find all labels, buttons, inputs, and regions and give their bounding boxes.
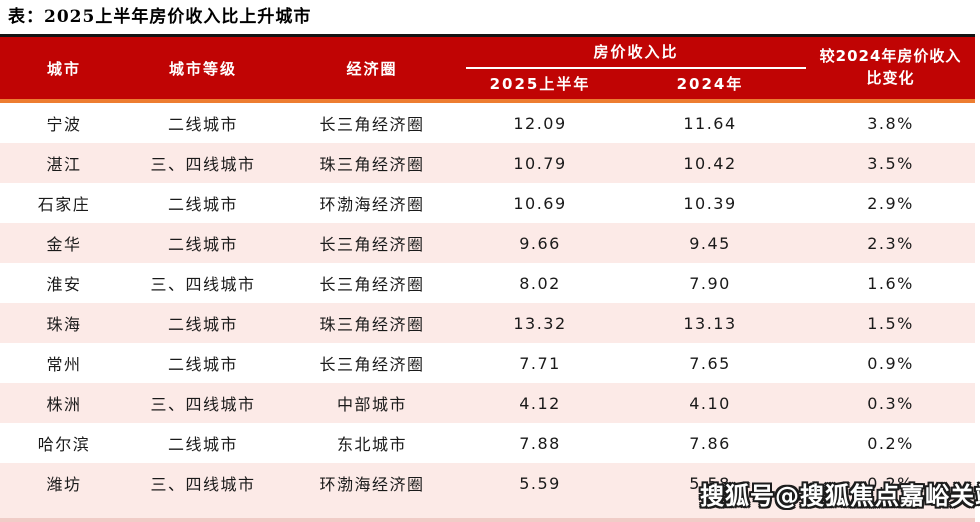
col-header-tier: 城市等级 <box>128 34 278 103</box>
table-row: 石家庄 二线城市 环渤海经济圈 10.69 10.39 2.9% <box>0 183 976 223</box>
cell-change: 0.9% <box>867 353 914 373</box>
cell-ratio_2025h1: 10.69 <box>513 193 567 213</box>
cell-city: 哈尔滨 <box>37 435 91 454</box>
cell-change: 0.2% <box>867 433 914 453</box>
cell-circle: 东北城市 <box>336 435 407 454</box>
cell-circle: 长三角经济圈 <box>319 275 425 294</box>
col-header-change: 较2024年房价收入 比变化 <box>806 34 976 103</box>
cell-circle: 长三角经济圈 <box>319 115 425 134</box>
cell-change: 3.5% <box>867 153 914 173</box>
cell-ratio_2025h1: 10.79 <box>513 153 567 173</box>
cell-circle: 环渤海经济圈 <box>319 195 425 214</box>
cell-city: 淮安 <box>46 275 82 294</box>
col-header-2025h1: 2025上半年 <box>466 67 614 104</box>
cell-ratio_2024: 10.39 <box>683 193 737 213</box>
cell-ratio_2024: 7.86 <box>689 433 731 453</box>
col-header-circle: 经济圈 <box>278 34 466 103</box>
cell-ratio_2025h1: 7.71 <box>519 353 561 373</box>
table-row: 宁波 二线城市 长三角经济圈 12.09 11.64 3.8% <box>0 101 976 143</box>
header-row-1: 城市 城市等级 经济圈 房价收入比 较2024年房价收入 比变化 <box>0 33 976 103</box>
cell-change: 1.5% <box>867 313 914 333</box>
cell-tier: 二线城市 <box>167 115 238 134</box>
cell-ratio_2025h1: 13.32 <box>513 313 567 333</box>
cell-ratio_2024: 10.42 <box>683 153 737 173</box>
cell-ratio_2025h1: 7.88 <box>519 433 561 453</box>
cell-ratio_2025h1: 8.02 <box>519 273 561 293</box>
cell-tier: 三、四线城市 <box>150 395 256 414</box>
cell-tier: 二线城市 <box>167 195 238 214</box>
cell-tier: 三、四线城市 <box>150 155 256 174</box>
cell-circle: 长三角经济圈 <box>319 235 425 254</box>
cell-tier: 三、四线城市 <box>150 275 256 294</box>
cell-city: 珠海 <box>46 315 82 334</box>
col-header-2024: 2024年 <box>614 67 807 104</box>
col-header-city: 城市 <box>0 34 128 103</box>
cell-change: 1.6% <box>867 273 914 293</box>
table-row: 珠海 二线城市 珠三角经济圈 13.32 13.13 1.5% <box>0 303 976 343</box>
cell-ratio_2025h1: 12.09 <box>513 113 567 133</box>
cell-ratio_2024: 4.10 <box>689 393 731 413</box>
table-bottom-strip <box>0 501 975 522</box>
cell-city: 株洲 <box>46 395 82 414</box>
table-header: 城市 城市等级 经济圈 房价收入比 较2024年房价收入 比变化 2025上半年… <box>0 33 976 104</box>
cell-change: 0.2% <box>867 473 914 493</box>
cell-tier: 二线城市 <box>167 435 238 454</box>
cell-tier: 二线城市 <box>167 315 238 334</box>
cell-ratio_2024: 5.58 <box>689 473 731 493</box>
cell-city: 金华 <box>46 235 82 254</box>
cell-ratio_2024: 13.13 <box>683 313 737 333</box>
cell-tier: 三、四线城市 <box>150 475 256 494</box>
cell-ratio_2024: 9.45 <box>689 233 731 253</box>
cell-circle: 中部城市 <box>336 395 407 414</box>
cell-change: 2.3% <box>867 233 914 253</box>
table-row: 株洲 三、四线城市 中部城市 4.12 4.10 0.3% <box>0 383 976 423</box>
cell-city: 潍坊 <box>46 475 82 494</box>
watermark: 搜狐号@搜狐焦点嘉峪关站 <box>700 482 980 510</box>
cell-tier: 二线城市 <box>167 235 238 254</box>
cell-change: 2.9% <box>867 193 914 213</box>
cell-ratio_2025h1: 9.66 <box>519 233 561 253</box>
cell-ratio_2024: 7.90 <box>689 273 731 293</box>
table-row: 常州 二线城市 长三角经济圈 7.71 7.65 0.9% <box>0 343 976 383</box>
table-row: 金华 二线城市 长三角经济圈 9.66 9.45 2.3% <box>0 223 976 263</box>
col-header-ratio-group: 房价收入比 <box>466 33 807 69</box>
cell-circle: 珠三角经济圈 <box>319 315 425 334</box>
table-row: 潍坊 三、四线城市 环渤海经济圈 5.59 5.58 0.2% <box>0 463 976 503</box>
cell-change: 3.8% <box>867 113 914 133</box>
cell-city: 常州 <box>46 355 82 374</box>
cell-tier: 二线城市 <box>167 355 238 374</box>
cell-ratio_2024: 7.65 <box>689 353 731 373</box>
price-income-table: 城市 城市等级 经济圈 房价收入比 较2024年房价收入 比变化 2025上半年… <box>0 33 976 503</box>
cell-circle: 长三角经济圈 <box>319 355 425 374</box>
cell-circle: 环渤海经济圈 <box>319 475 425 494</box>
table-body: 宁波 二线城市 长三角经济圈 12.09 11.64 3.8% 湛江 三、四线城市 珠三角经济圈… <box>0 101 976 503</box>
cell-city: 宁波 <box>46 115 82 134</box>
cell-ratio_2025h1: 4.12 <box>519 393 561 413</box>
cell-ratio_2025h1: 5.59 <box>519 473 561 493</box>
cell-city: 湛江 <box>46 155 82 174</box>
header-row-2: 2025上半年 2024年 <box>0 67 975 104</box>
cell-change: 0.3% <box>867 393 914 413</box>
table-title: 表：2025上半年房价收入比上升城市 <box>8 7 312 27</box>
table-row: 淮安 三、四线城市 长三角经济圈 8.02 7.90 1.6% <box>0 263 976 303</box>
table-row: 哈尔滨 二线城市 东北城市 7.88 7.86 0.2% <box>0 423 976 463</box>
cell-city: 石家庄 <box>37 195 91 214</box>
cell-ratio_2024: 11.64 <box>683 113 737 133</box>
cell-circle: 珠三角经济圈 <box>319 155 425 174</box>
table-row: 湛江 三、四线城市 珠三角经济圈 10.79 10.42 3.5% <box>0 143 976 183</box>
